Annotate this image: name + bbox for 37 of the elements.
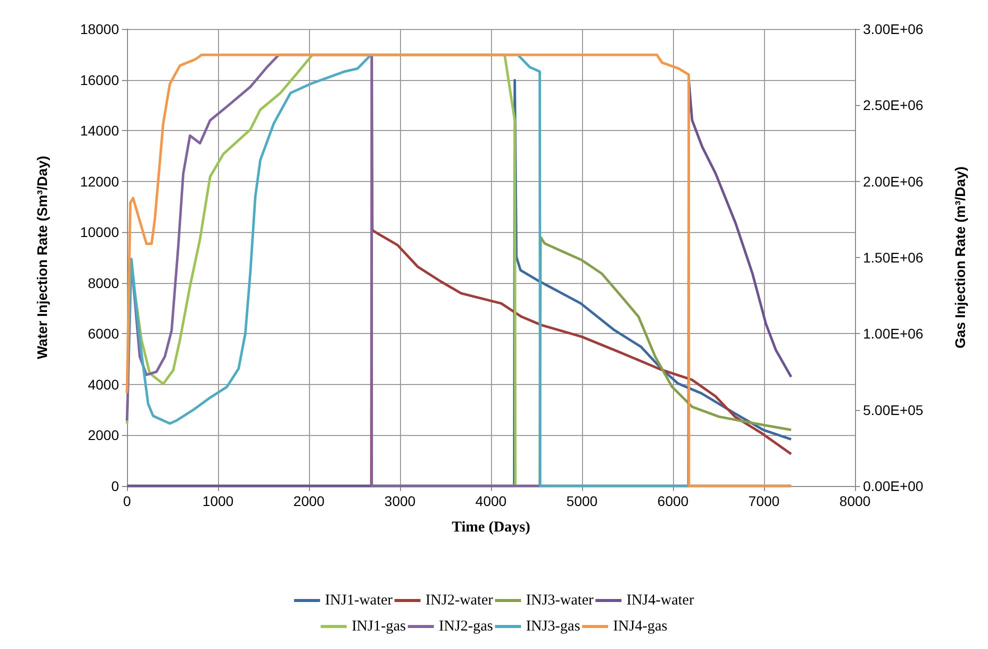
legend-label: INJ2-gas [438, 618, 494, 634]
y-tick-label: 10000 [80, 224, 120, 240]
x-tick-label: 8000 [839, 493, 871, 509]
y-tick-label: 18000 [80, 21, 120, 37]
y-tick-label: 8000 [88, 274, 120, 291]
x-tick-label: 6000 [657, 493, 689, 509]
legend-label: INJ2-water [426, 592, 494, 608]
y-tick-label: 6000 [88, 326, 120, 342]
y2-tick-label: 0.00E+00 [863, 478, 924, 494]
y-tick-label: 4000 [88, 376, 120, 392]
y2-tick-label: 3.00E+06 [863, 21, 924, 37]
x-tick-label: 7000 [748, 493, 780, 509]
y2-tick-label: 1.50E+06 [863, 250, 924, 266]
x-tick-label: 1000 [202, 493, 234, 509]
y2-tick-label: 1.00E+06 [863, 326, 924, 342]
legend-label: INJ1-water [325, 592, 393, 608]
y2-axis-title: Gas Injection Rate (m³/Day) [952, 166, 968, 349]
legend-label: INJ4-water [626, 592, 694, 608]
x-tick-label: 4000 [475, 493, 507, 509]
legend-label: INJ4-gas [613, 618, 668, 634]
y-tick-label: 14000 [80, 122, 120, 139]
y-tick-label: 16000 [80, 72, 120, 88]
y-tick-label: 0 [111, 478, 120, 494]
y2-tick-label: 2.00E+06 [863, 173, 924, 190]
y2-tick-label: 5.00E+05 [863, 402, 924, 418]
legend-label: INJ1-gas [352, 618, 406, 634]
y-tick-label: 2000 [88, 427, 120, 444]
x-axis-title: Time (Days) [452, 520, 530, 536]
x-tick-label: 2000 [293, 493, 325, 509]
y-axis-title: Water Injection Rate (Sm³/Day) [34, 156, 50, 360]
legend-label: INJ3-gas [526, 618, 580, 634]
x-tick-label: 0 [123, 493, 132, 509]
x-tick-label: 3000 [384, 493, 416, 509]
y-tick-label: 12000 [80, 173, 120, 190]
legend-label: INJ3-water [526, 592, 594, 608]
x-tick-label: 5000 [566, 493, 598, 509]
y2-tick-label: 2.50E+06 [863, 97, 924, 114]
